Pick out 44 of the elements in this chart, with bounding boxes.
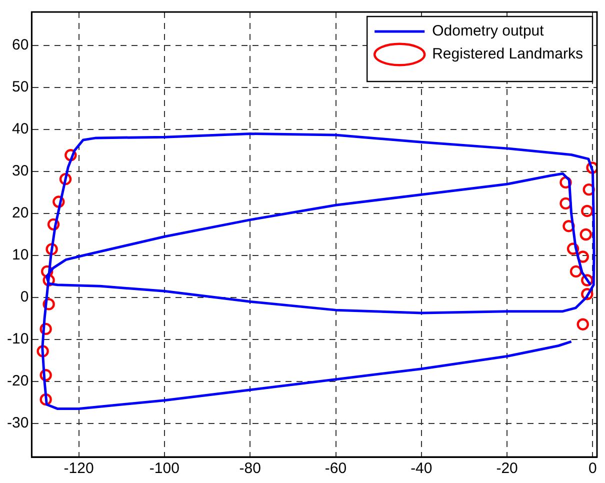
y-tick-label: -10 <box>6 330 29 348</box>
x-tick-label: -20 <box>496 460 518 478</box>
x-tick-label: -80 <box>239 460 261 478</box>
y-tick-label: 60 <box>12 36 29 54</box>
y-tick-label: 0 <box>20 288 29 306</box>
point <box>580 228 592 241</box>
point <box>47 218 60 231</box>
point <box>64 149 77 162</box>
point <box>586 162 597 174</box>
point <box>560 197 572 210</box>
point <box>570 265 582 278</box>
x-tick-label: 0 <box>588 460 597 478</box>
point <box>52 196 65 208</box>
y-tick-label: 20 <box>12 204 29 222</box>
point <box>40 369 52 382</box>
y-tick-label: -20 <box>6 372 29 390</box>
point <box>562 220 575 232</box>
point <box>560 176 572 189</box>
point <box>581 288 594 300</box>
legend-label: Odometry output <box>432 22 545 40</box>
y-tick-label: 40 <box>12 120 29 138</box>
y-tick-label: 10 <box>12 246 29 264</box>
point <box>576 250 589 263</box>
point <box>576 318 589 330</box>
point <box>582 183 595 196</box>
y-tick-label: -30 <box>6 414 29 432</box>
x-tick-label: -120 <box>64 460 94 478</box>
point <box>581 204 594 218</box>
point <box>46 243 58 256</box>
point <box>36 345 49 358</box>
point <box>581 274 594 286</box>
point <box>42 274 55 286</box>
legend-label: Registered Landmarks <box>432 46 584 63</box>
point <box>40 322 52 336</box>
point <box>566 242 580 255</box>
y-tick-label: 30 <box>12 162 29 180</box>
y-tick-label: 50 <box>12 78 29 96</box>
point <box>42 298 55 310</box>
x-tick-label: -60 <box>324 460 347 478</box>
point <box>59 172 72 186</box>
point <box>41 265 54 278</box>
point <box>40 393 52 406</box>
x-tick-label: -100 <box>149 460 180 478</box>
x-tick-label: -40 <box>410 460 432 478</box>
